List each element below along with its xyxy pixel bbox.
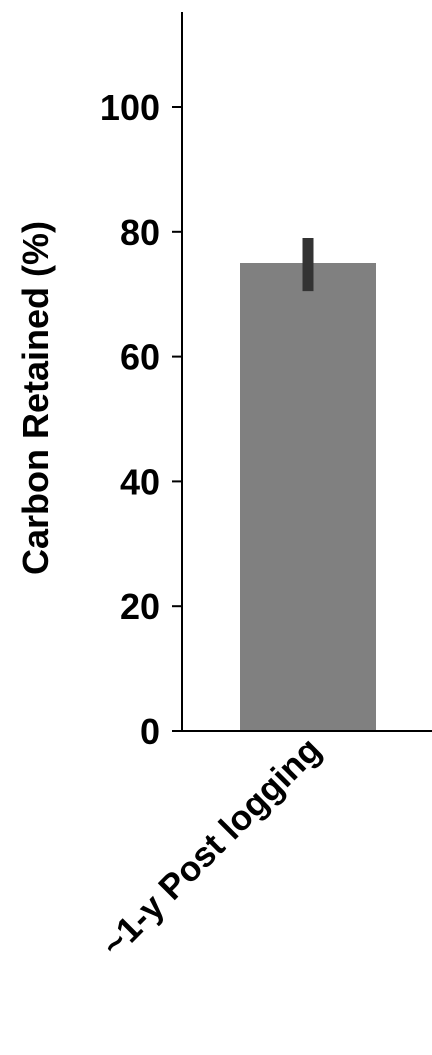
y-tick-label: 20 [120,586,160,627]
y-tick-label: 40 [120,461,160,502]
x-axis-ticks: ~1-y Post logging [94,730,329,965]
y-tick-label: 60 [120,337,160,378]
bar [240,263,376,731]
plot-area [240,238,376,731]
y-tick-label: 100 [100,87,160,128]
x-tick-label: ~1-y Post logging [94,730,329,965]
y-axis-label: Carbon Retained (%) [15,221,56,575]
y-axis-ticks: 0 20 40 60 80 100 [100,87,182,752]
y-tick-label: 80 [120,212,160,253]
y-tick-label: 0 [140,711,160,752]
